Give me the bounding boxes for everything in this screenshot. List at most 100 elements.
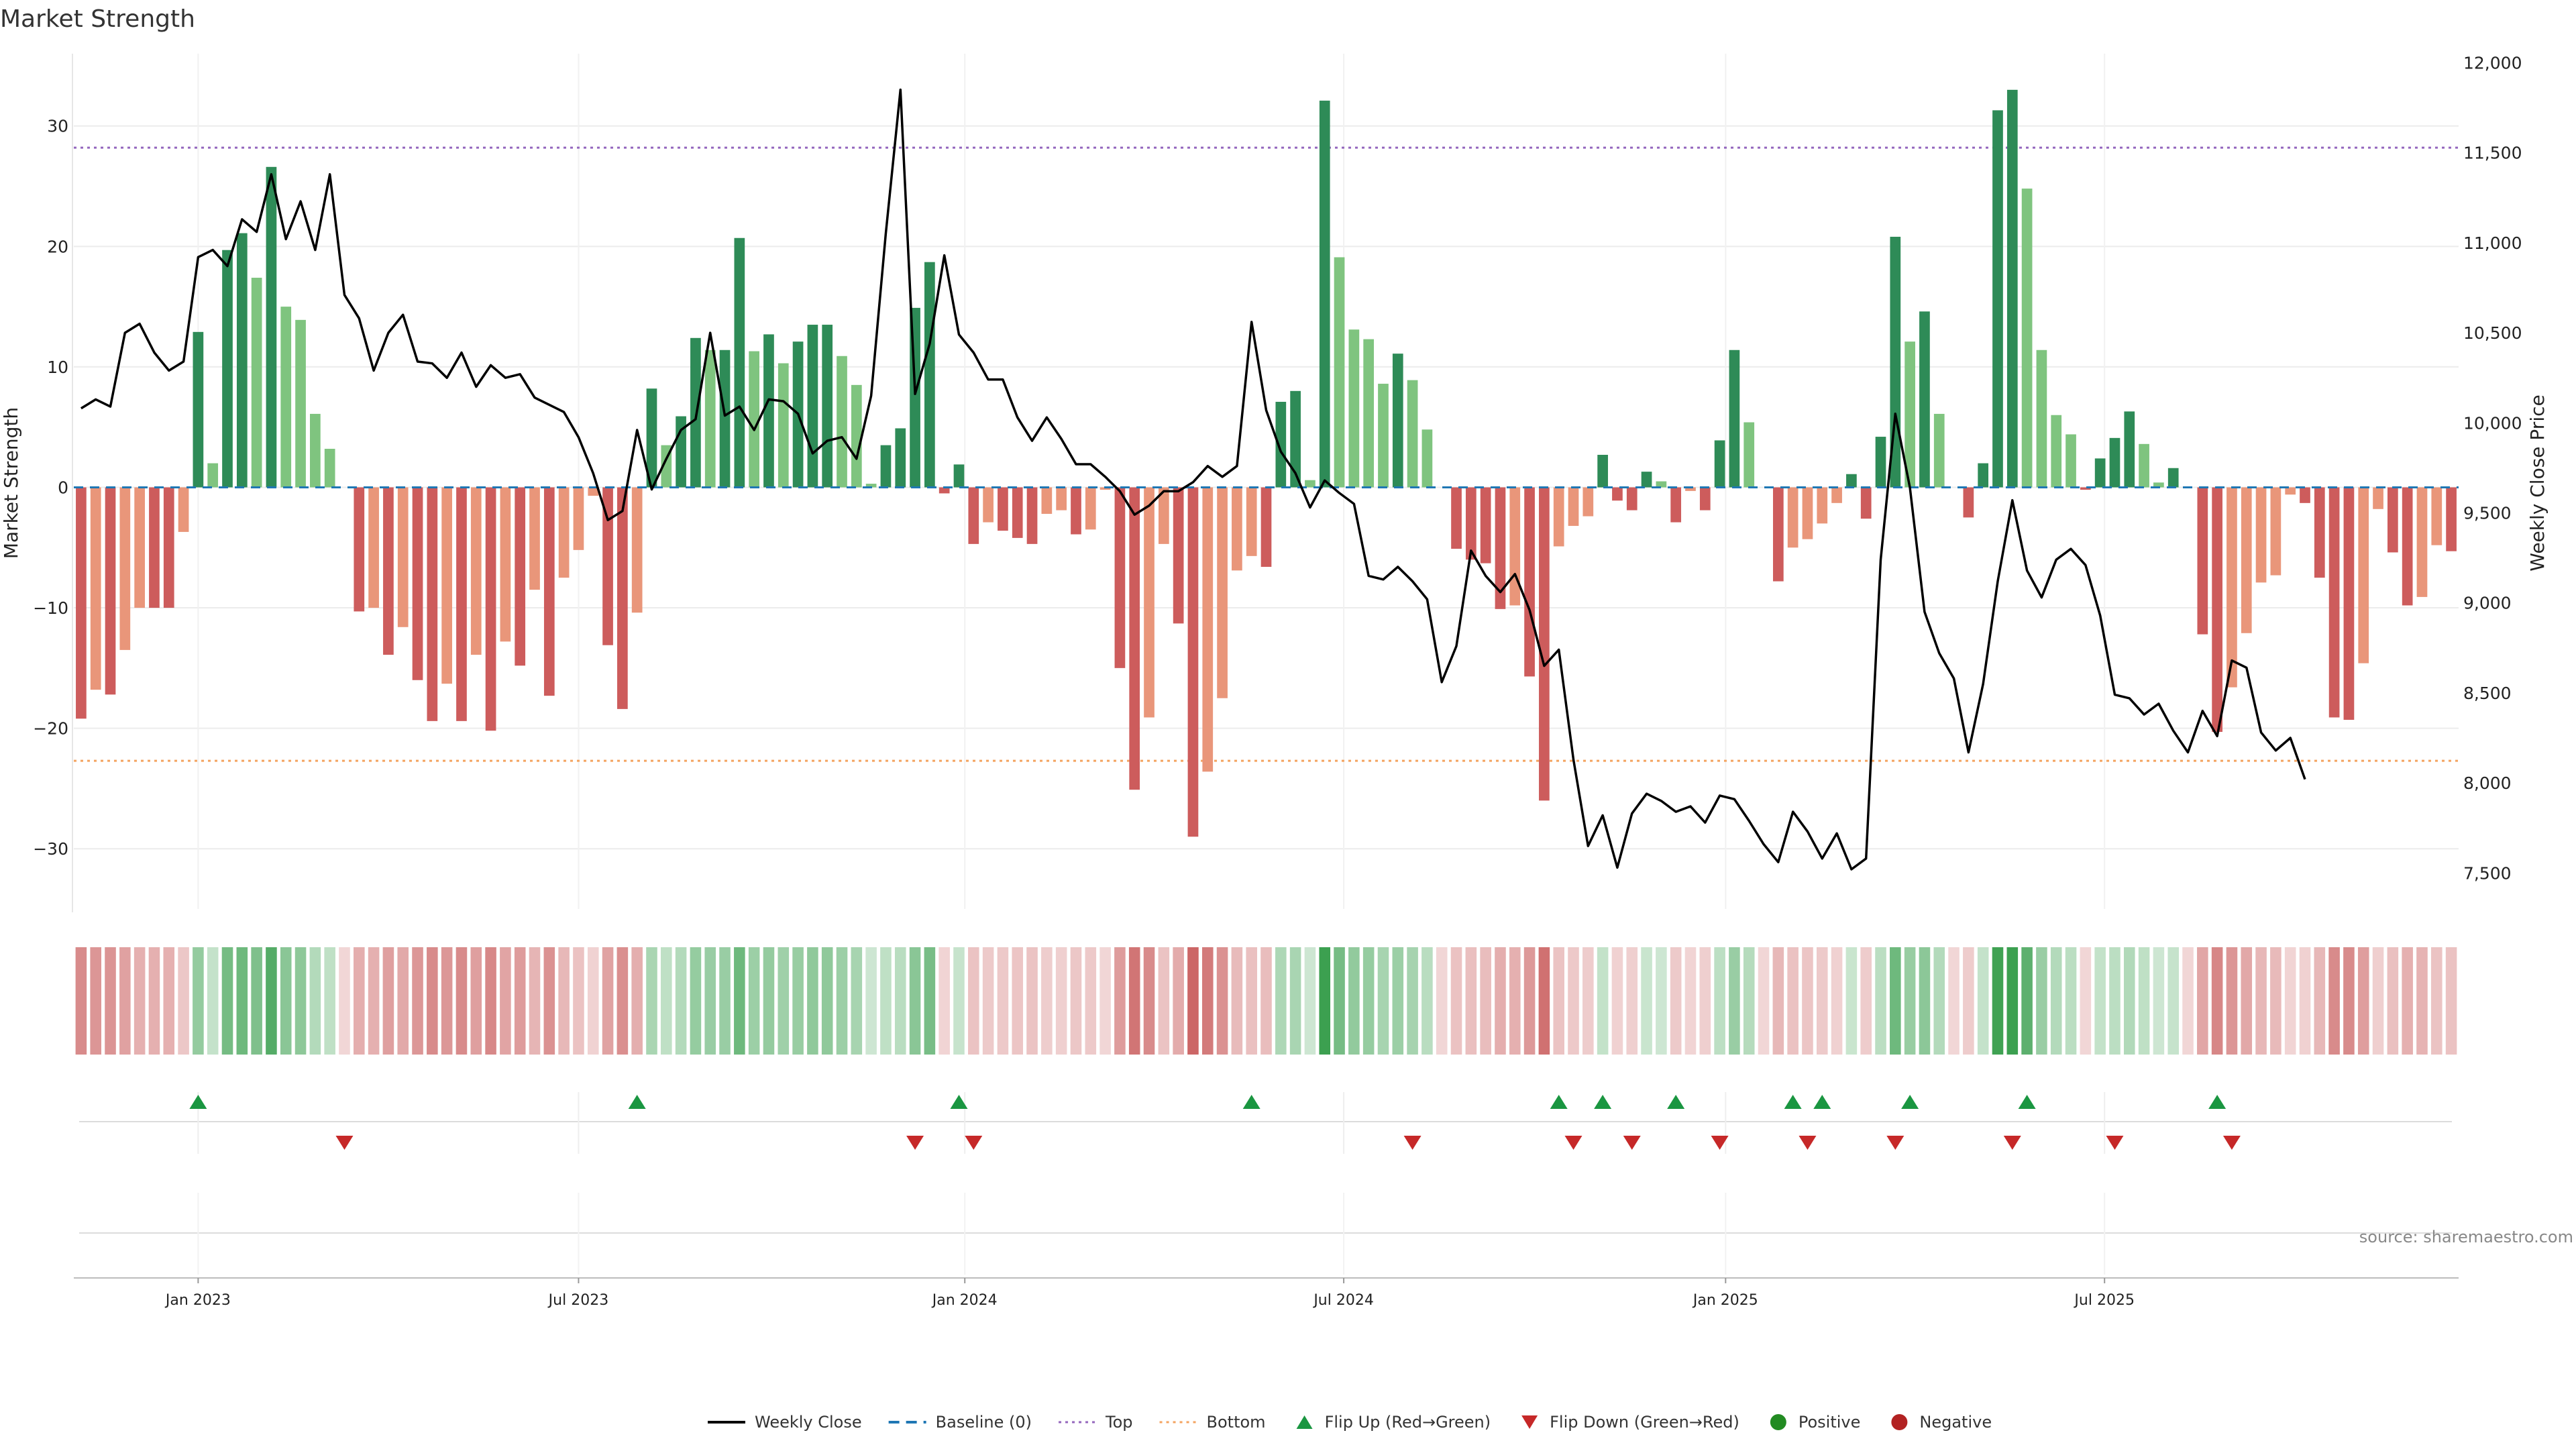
heat-cell (821, 947, 833, 1055)
flip-up-marker (950, 1095, 968, 1109)
strength-bar (1187, 487, 1199, 837)
heat-cell (455, 947, 468, 1055)
strength-bar (1656, 481, 1667, 488)
heat-cell (1538, 947, 1550, 1055)
strength-bar (1597, 454, 1608, 488)
strength-bar (1772, 487, 1784, 582)
left-y-tick-label: −20 (33, 719, 68, 739)
strength-bar (222, 250, 233, 488)
strength-bar (865, 484, 877, 488)
heat-cell (1904, 947, 1916, 1055)
strength-bar (1802, 487, 1813, 539)
legend-triangle-down-icon (1521, 1415, 1538, 1429)
strength-bar (266, 166, 277, 488)
right-y-tick-label: 7,500 (2463, 863, 2512, 883)
strength-bar (851, 384, 862, 488)
legend-label: Top (1105, 1413, 1133, 1432)
strength-bar (427, 487, 438, 721)
strength-bar (2446, 487, 2457, 551)
heat-cell (880, 947, 892, 1055)
strength-bar (1480, 487, 1491, 564)
flip-up-marker (1550, 1095, 1568, 1109)
strength-bar (543, 487, 555, 696)
heat-cell (719, 947, 731, 1055)
strength-bar (1524, 487, 1535, 677)
flip-down-marker (2106, 1136, 2124, 1150)
strength-bar (1407, 380, 1418, 488)
strength-bar (953, 464, 965, 488)
flip-down-marker (1564, 1136, 1582, 1150)
strength-bar (2109, 437, 2121, 488)
heat-cell (1216, 947, 1228, 1055)
heat-cell (1641, 947, 1652, 1055)
heat-cell (382, 947, 394, 1055)
heat-cell (2416, 947, 2428, 1055)
heat-cell (1246, 947, 1257, 1055)
heat-cell (851, 947, 863, 1055)
heat-cell (2402, 947, 2413, 1055)
heat-cell (1173, 947, 1184, 1055)
heat-cell (968, 947, 979, 1055)
strength-bar (2241, 487, 2252, 633)
heat-cell (1260, 947, 1272, 1055)
heat-cell (894, 947, 906, 1055)
heat-cell (2021, 947, 2033, 1055)
reference-lines (74, 146, 2459, 762)
heat-cell (368, 947, 380, 1055)
heat-cell (1948, 947, 1960, 1055)
heat-cell (1114, 947, 1126, 1055)
heat-cell (2445, 947, 2457, 1055)
x-tick-label: Jul 2023 (547, 1292, 609, 1309)
right-y-tick-label: 11,500 (2463, 144, 2522, 163)
heat-cell (178, 947, 189, 1055)
heat-cell (1626, 947, 1638, 1055)
strength-bar (646, 388, 657, 488)
heat-cell (1070, 947, 1082, 1055)
heat-cell (2343, 947, 2355, 1055)
left-y-tick-label: −10 (33, 598, 68, 618)
strength-bar (2270, 487, 2282, 576)
strength-bar (938, 487, 950, 494)
heat-cell (1362, 947, 1375, 1055)
strength-bar (456, 487, 467, 721)
strength-bar (485, 487, 496, 731)
heat-cell (777, 947, 790, 1055)
strength-bar (1217, 487, 1228, 698)
heat-cell (354, 947, 365, 1055)
heat-cell (1963, 947, 1974, 1055)
heat-cell (119, 947, 131, 1055)
heat-cell (1509, 947, 1521, 1055)
chart-title: Market Strength (0, 5, 195, 33)
legend-circle-icon (1891, 1414, 1908, 1430)
strength-bar (354, 487, 365, 612)
strength-bar (602, 487, 613, 645)
heat-cell (2387, 947, 2399, 1055)
heat-cell (1377, 947, 1389, 1055)
strength-bar (588, 487, 599, 496)
heat-cell (1421, 947, 1433, 1055)
heat-cell (2109, 947, 2121, 1055)
heat-cell (470, 947, 482, 1055)
heat-cell (1919, 947, 1931, 1055)
strength-bar (1933, 413, 1945, 488)
strength-bar (76, 487, 87, 719)
heat-cell (2226, 947, 2238, 1055)
strength-bar (968, 487, 979, 544)
legend-item: Flip Down (Green→Red) (1521, 1413, 1739, 1432)
strength-bar (1173, 487, 1184, 624)
strength-bar (1202, 487, 1214, 772)
strength-bar (880, 445, 892, 488)
heat-cell (1319, 947, 1331, 1055)
strength-bar (1978, 463, 1989, 488)
strength-bar (2387, 487, 2398, 553)
heat-cell (1670, 947, 1682, 1055)
heat-cell (2270, 947, 2282, 1055)
heat-cell (982, 947, 994, 1055)
strength-bar (924, 262, 935, 488)
strength-bar (441, 487, 453, 684)
heat-cell (792, 947, 804, 1055)
strength-bar (1568, 487, 1579, 526)
heat-cell (1436, 947, 1448, 1055)
heat-cell (1831, 947, 1843, 1055)
heat-cell (1787, 947, 1799, 1055)
